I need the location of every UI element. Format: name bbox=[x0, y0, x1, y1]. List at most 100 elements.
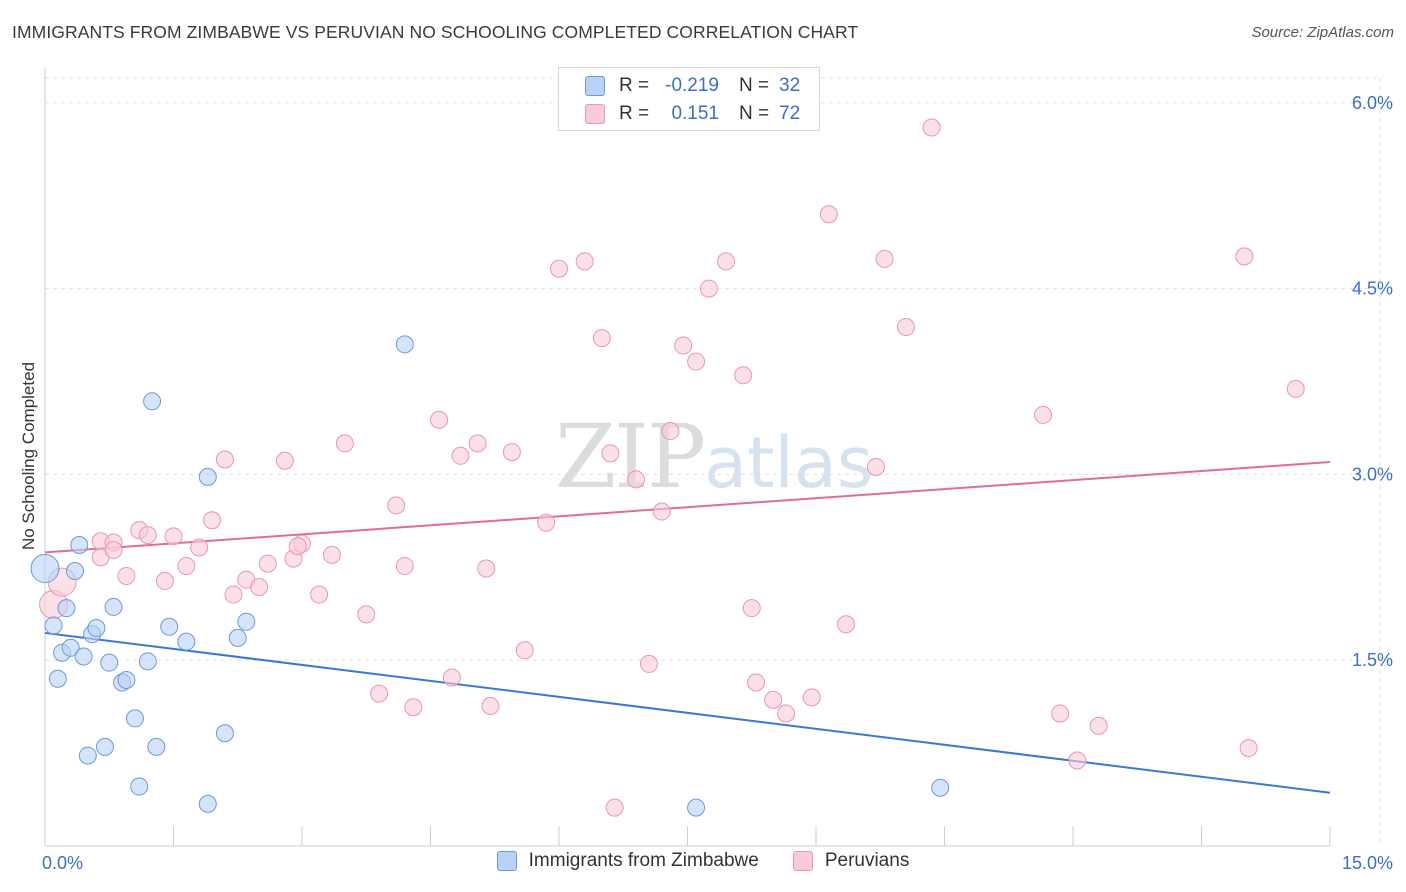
point-peruvian bbox=[224, 585, 243, 604]
point-peruvian bbox=[1068, 751, 1087, 770]
point-peruvian bbox=[875, 249, 894, 268]
watermark-zip: ZIP bbox=[555, 405, 706, 508]
y-tick-label: 3.0% bbox=[1352, 464, 1393, 484]
point-peruvian bbox=[819, 205, 838, 224]
point-zimbabwe bbox=[95, 737, 114, 756]
point-peruvian bbox=[430, 410, 449, 429]
point-peruvian bbox=[802, 688, 821, 707]
series-legend: Immigrants from Zimbabwe Peruvians bbox=[0, 850, 1406, 872]
point-peruvian bbox=[896, 317, 915, 336]
point-zimbabwe bbox=[228, 628, 247, 647]
point-peruvian bbox=[866, 457, 885, 476]
data-points bbox=[30, 118, 1305, 817]
point-peruvian bbox=[575, 252, 594, 271]
y-tick-label: 6.0% bbox=[1352, 93, 1393, 113]
point-zimbabwe bbox=[931, 778, 950, 797]
point-zimbabwe bbox=[48, 669, 67, 688]
point-peruvian bbox=[387, 496, 406, 515]
point-zimbabwe bbox=[160, 617, 179, 636]
point-zimbabwe bbox=[177, 632, 196, 651]
r-value: -0.219 bbox=[665, 75, 719, 96]
point-zimbabwe bbox=[87, 618, 106, 637]
point-peruvian bbox=[764, 690, 783, 709]
point-peruvian bbox=[190, 538, 209, 557]
point-peruvian bbox=[1286, 379, 1305, 398]
point-zimbabwe bbox=[130, 777, 149, 796]
point-peruvian bbox=[477, 559, 496, 578]
y-tick-label: 4.5% bbox=[1352, 279, 1393, 299]
n-label: N = bbox=[739, 75, 770, 96]
tick-labels: 1.5% 3.0% 4.5% 6.0% 0.0% 15.0% bbox=[42, 93, 1393, 873]
point-peruvian bbox=[605, 798, 624, 817]
point-peruvian bbox=[451, 446, 470, 465]
point-zimbabwe bbox=[237, 612, 256, 631]
point-zimbabwe bbox=[100, 653, 119, 672]
r-label: R = bbox=[619, 103, 650, 124]
trend-line-zimbabwe bbox=[44, 631, 1331, 794]
point-zimbabwe bbox=[70, 535, 89, 554]
n-value: 72 bbox=[779, 103, 801, 124]
point-peruvian bbox=[395, 557, 414, 576]
point-peruvian bbox=[1034, 405, 1053, 424]
point-peruvian bbox=[215, 450, 234, 469]
legend-label: Immigrants from Zimbabwe bbox=[528, 850, 759, 871]
point-peruvian bbox=[370, 684, 389, 703]
point-peruvian bbox=[1089, 716, 1108, 735]
legend-row-zimbabwe: R = -0.219 N = 32 bbox=[585, 73, 800, 99]
point-peruvian bbox=[742, 599, 761, 618]
axes bbox=[44, 68, 1331, 847]
x-tick-label: 0.0% bbox=[42, 853, 83, 873]
point-peruvian bbox=[601, 444, 620, 463]
legend-label: Peruvians bbox=[824, 850, 910, 871]
point-peruvian bbox=[747, 673, 766, 692]
point-peruvian bbox=[322, 545, 341, 564]
point-peruvian bbox=[1235, 247, 1254, 266]
point-peruvian bbox=[627, 470, 646, 489]
point-zimbabwe bbox=[74, 647, 93, 666]
point-peruvian bbox=[661, 422, 680, 441]
trend-lines bbox=[44, 461, 1331, 794]
point-peruvian bbox=[1051, 704, 1070, 723]
watermark: ZIPatlas bbox=[555, 405, 873, 508]
legend-item-zimbabwe: Immigrants from Zimbabwe bbox=[496, 850, 759, 872]
point-peruvian bbox=[335, 434, 354, 453]
point-zimbabwe bbox=[78, 746, 97, 765]
point-peruvian bbox=[717, 252, 736, 271]
zimbabwe-swatch bbox=[496, 851, 517, 871]
point-zimbabwe bbox=[61, 638, 80, 657]
point-peruvian bbox=[164, 527, 183, 546]
point-peruvian bbox=[481, 697, 500, 716]
point-peruvian bbox=[777, 704, 796, 723]
point-peruvian bbox=[537, 513, 556, 532]
point-zimbabwe bbox=[117, 671, 136, 690]
point-peruvian bbox=[734, 366, 753, 385]
point-zimbabwe bbox=[687, 798, 706, 817]
point-peruvian bbox=[310, 585, 329, 604]
point-zimbabwe bbox=[104, 597, 123, 616]
point-peruvian bbox=[674, 336, 693, 355]
point-zimbabwe bbox=[57, 599, 76, 618]
point-peruvian bbox=[288, 537, 307, 556]
r-label: R = bbox=[619, 75, 650, 96]
y-axis-label: No Schooling Completed bbox=[19, 362, 38, 550]
trend-line-peruvians bbox=[44, 461, 1331, 554]
point-zimbabwe bbox=[198, 794, 217, 813]
point-zimbabwe bbox=[65, 562, 84, 581]
r-value: 0.151 bbox=[671, 103, 719, 124]
point-zimbabwe bbox=[44, 616, 63, 635]
point-peruvian bbox=[203, 511, 222, 530]
watermark-atlas: atlas bbox=[704, 422, 874, 504]
peruvian-swatch bbox=[585, 104, 605, 124]
point-zimbabwe bbox=[138, 652, 157, 671]
point-peruvian bbox=[592, 329, 611, 348]
chart-title: IMMIGRANTS FROM ZIMBABWE VS PERUVIAN NO … bbox=[12, 22, 859, 42]
point-peruvian bbox=[550, 259, 568, 278]
point-peruvian bbox=[117, 566, 136, 585]
point-zimbabwe bbox=[125, 709, 144, 728]
point-peruvian bbox=[442, 668, 461, 687]
point-peruvian bbox=[502, 443, 521, 462]
point-peruvian bbox=[138, 526, 157, 545]
point-peruvian bbox=[468, 434, 487, 453]
point-zimbabwe bbox=[198, 467, 217, 486]
point-peruvian bbox=[652, 502, 671, 521]
